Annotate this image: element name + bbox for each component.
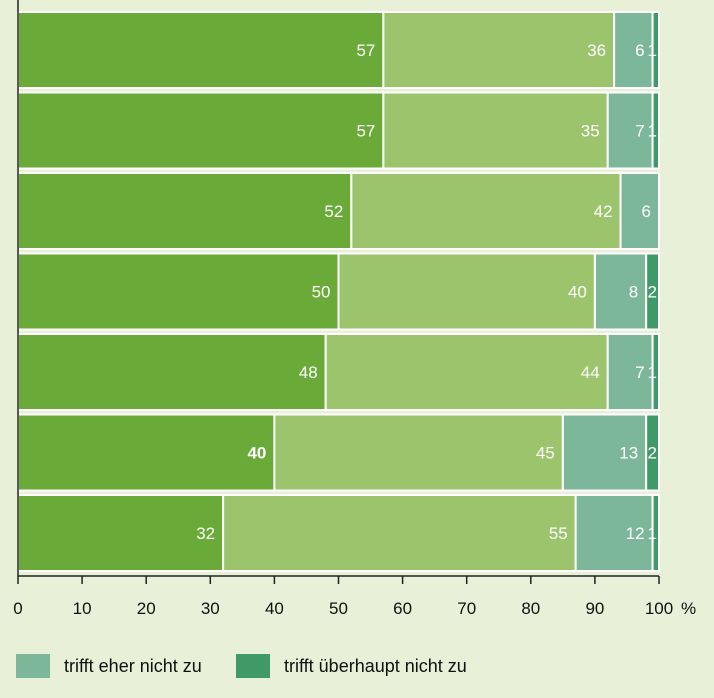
bar-segment-row5-s3 [561, 413, 648, 492]
data-label-row6-s3: 12 [626, 524, 645, 543]
legend-swatch-eher-nicht [16, 654, 50, 678]
bar-segment-row0-s4 [651, 11, 661, 89]
data-label-row5-s3: 13 [619, 444, 638, 463]
data-label-row0-s4: 1 [648, 41, 657, 60]
data-label-row2-s1: 52 [324, 202, 343, 221]
bar-segment-row5-s1 [17, 413, 276, 492]
bar-segment-row1-s3 [606, 91, 654, 170]
data-label-row0-s3: 6 [635, 41, 644, 60]
legend-label-eher-nicht: trifft eher nicht zu [64, 655, 202, 676]
x-tick-label-70: 70 [457, 599, 476, 618]
data-label-row2-s3: 6 [642, 202, 651, 221]
bar-segment-row4-s1 [17, 333, 327, 411]
x-tick-label-100: 100 [645, 599, 673, 618]
data-label-row5-s4: 2 [648, 444, 657, 463]
data-label-row4-s3: 7 [635, 363, 644, 382]
data-label-row6-s4: 1 [648, 524, 657, 543]
x-axis-unit: % [681, 599, 696, 618]
bar-segment-row4-s4 [651, 333, 661, 411]
bar-segment-row5-s4 [645, 413, 660, 492]
x-tick-label-0: 0 [13, 599, 22, 618]
bar-segment-row2-s2 [350, 172, 622, 250]
data-label-row6-s1: 32 [196, 524, 215, 543]
bar-segment-row1-s1 [17, 91, 385, 170]
bar-segment-row3-s1 [17, 252, 340, 331]
x-tick-label-40: 40 [265, 599, 284, 618]
x-tick-label-30: 30 [201, 599, 220, 618]
bar-segment-row5-s2 [273, 413, 564, 492]
data-label-row4-s4: 1 [648, 363, 657, 382]
bar-segment-row2-s3 [619, 172, 660, 250]
bar-segment-row4-s3 [606, 333, 654, 411]
data-label-row0-s1: 57 [356, 41, 375, 60]
data-label-row5-s2: 45 [536, 444, 555, 463]
data-label-row1-s3: 7 [635, 122, 644, 141]
bar-segment-row1-s4 [651, 91, 661, 170]
data-label-row0-s2: 36 [587, 41, 606, 60]
bar-segment-row0-s1 [17, 11, 385, 89]
x-tick-label-80: 80 [521, 599, 540, 618]
bar-segment-row3-s4 [645, 252, 660, 331]
bar-segment-row6-s1 [17, 494, 225, 572]
bar-segment-row3-s3 [593, 252, 648, 331]
x-tick-label-10: 10 [73, 599, 92, 618]
legend-item-eher-nicht: trifft eher nicht zu [16, 654, 202, 678]
legend: trifft eher nicht zu trifft überhaupt ni… [0, 646, 714, 698]
data-label-row3-s3: 8 [629, 283, 638, 302]
bar-segment-row3-s2 [337, 252, 596, 331]
data-label-row4-s2: 44 [581, 363, 600, 382]
data-label-row2-s2: 42 [594, 202, 613, 221]
bar-segment-row0-s2 [382, 11, 616, 89]
data-label-row6-s2: 55 [549, 524, 568, 543]
bar-segment-row4-s2 [324, 333, 609, 411]
data-label-row3-s4: 2 [648, 283, 657, 302]
bar-segment-row0-s3 [613, 11, 654, 89]
data-label-row1-s2: 35 [581, 122, 600, 141]
data-label-row1-s4: 1 [648, 122, 657, 141]
x-tick-label-50: 50 [329, 599, 348, 618]
bar-segment-row1-s2 [382, 91, 609, 170]
data-label-row1-s1: 57 [356, 122, 375, 141]
data-label-row3-s2: 40 [568, 283, 587, 302]
data-label-row4-s1: 48 [299, 363, 318, 382]
legend-item-ueberhaupt-nicht: trifft überhaupt nicht zu [236, 654, 467, 678]
x-tick-label-90: 90 [585, 599, 604, 618]
data-label-row3-s1: 50 [312, 283, 331, 302]
bar-segment-row2-s1 [17, 172, 353, 250]
bar-segment-row6-s2 [222, 494, 577, 572]
data-label-row5-s1: 40 [247, 444, 266, 463]
x-tick-label-60: 60 [393, 599, 412, 618]
bar-segment-row6-s4 [651, 494, 661, 572]
x-tick-label-20: 20 [137, 599, 156, 618]
legend-label-ueberhaupt-nicht: trifft überhaupt nicht zu [284, 655, 467, 676]
legend-swatch-ueberhaupt-nicht [236, 654, 270, 678]
stacked-bar-chart: 57 36 6 157 35 7 152 42 650 40 8 248 44 7 140 45 13 232 55… [13, 0, 696, 618]
